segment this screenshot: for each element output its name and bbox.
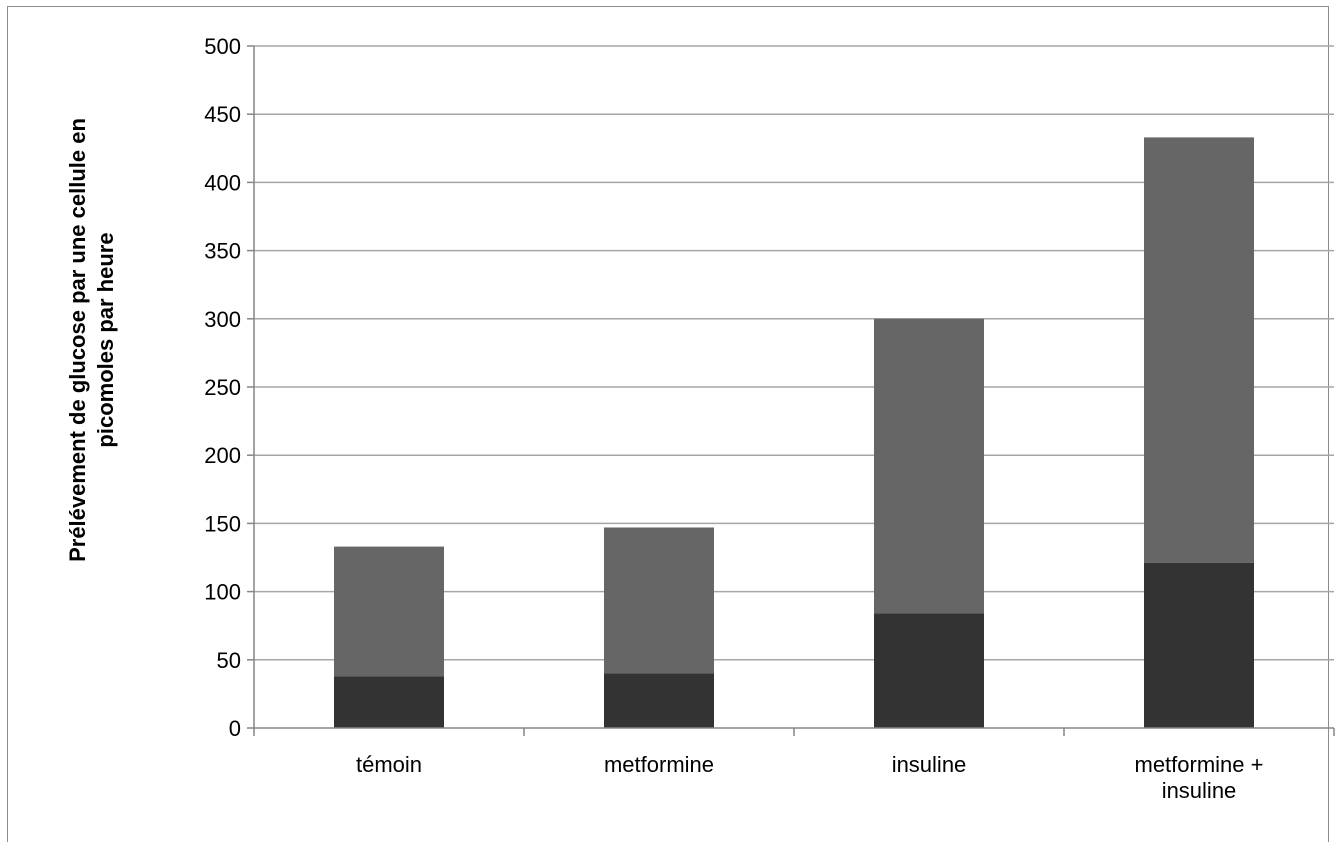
bar-segment-upper: [334, 546, 444, 677]
y-tick-labels: 0 50 100 150 200 250 300 350 400 450 500: [204, 34, 241, 741]
bar-segment-lower: [334, 676, 444, 728]
y-tick-label: 100: [204, 580, 241, 605]
bar-segment-lower: [1144, 562, 1254, 728]
bar-segment-upper: [874, 318, 984, 614]
y-tick-label: 0: [229, 716, 241, 741]
x-tick-label: metformine + insuline: [1135, 752, 1264, 803]
y-tick-label: 350: [204, 239, 241, 264]
y-tick-label: 250: [204, 375, 241, 400]
bar-segment-lower: [874, 613, 984, 728]
y-tick-label: 200: [204, 443, 241, 468]
bar-segment-lower: [604, 673, 714, 728]
y-tick-label: 500: [204, 34, 241, 59]
x-tick-label: témoin: [356, 752, 422, 777]
x-tick-label: insuline: [892, 752, 967, 777]
y-tick-label: 300: [204, 307, 241, 332]
chart-frame: [7, 6, 1329, 842]
bar-segment-upper: [1144, 137, 1254, 563]
y-tick-label: 400: [204, 170, 241, 195]
x-tick-label: metformine: [604, 752, 714, 777]
y-tick-label: 50: [217, 648, 241, 673]
bar-segment-upper: [604, 527, 714, 674]
axes: [247, 45, 1335, 736]
x-tick-labels: témoin metformine insuline metformine + insu…: [356, 752, 1264, 803]
y-axis-label: Prélévement de glucose par une cellule e…: [65, 118, 118, 562]
bars: [334, 137, 1254, 728]
y-tick-label: 150: [204, 511, 241, 536]
y-tick-label: 450: [204, 102, 241, 127]
